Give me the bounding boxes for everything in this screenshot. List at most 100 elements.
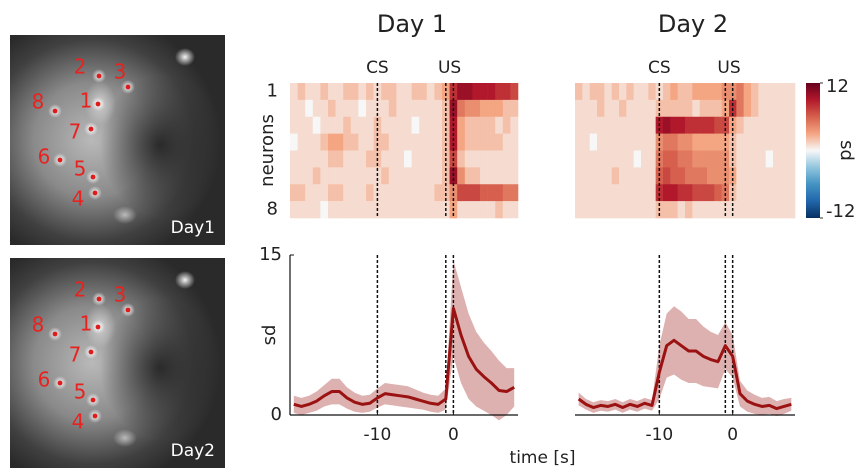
heatmap-cell [320,99,329,118]
heatmap-cell [582,83,590,101]
heatmap-cell [426,116,435,134]
heatmap-cell [641,116,649,134]
heatmap-cell [611,201,620,219]
heatmap-cell [648,201,656,219]
heatmap-cell [366,83,374,101]
heatmap-cell [388,116,397,134]
heatmap-cell [751,133,759,151]
heatmap-cell [619,99,627,118]
heatmap-cell [480,99,488,118]
heatmap-cell [641,99,649,118]
heatmap-cell [773,184,781,202]
heatmap-cell [721,184,730,202]
heatmap-cell [648,83,656,101]
heatmap-cell [426,133,435,151]
heatmap-cell [388,99,397,118]
chart-title: Day 2 [658,10,728,38]
heatmap-cell [787,167,796,185]
heatmap-cell [582,201,590,219]
heatmap-cell [335,150,344,168]
neuron-label: 2 [74,278,87,302]
heatmap-cell [575,83,583,101]
heatmap-cell [677,99,686,118]
heatmap-cell [582,133,590,151]
heatmap-cell [350,150,359,168]
heatmap-cell [404,184,412,202]
heatmap-cell [411,99,420,118]
heatmap-cell [677,116,686,134]
heatmap-cell [312,167,321,185]
heatmap-cell [773,167,781,185]
heatmap-cell [619,83,627,101]
heatmap-cell [510,83,519,101]
heatmap-cell [751,116,759,134]
heatmap-cell [305,201,314,219]
heatmap-cell [633,201,642,219]
heatmap-cell [358,116,367,134]
heatmap-cell [699,167,708,185]
neuron-label: 1 [80,312,93,336]
heatmap-cell [320,150,329,168]
heatmap-cell [714,99,722,118]
heatmap-cell [648,167,656,185]
bright-cell [113,206,137,224]
heatmap-cell [677,167,686,185]
heatmap-cell [765,133,774,151]
heatmap: Day 2 CS US [575,10,796,219]
heatmap-cell [633,150,642,168]
heatmap-cell [464,83,473,101]
heatmap-cell [663,99,671,118]
heatmap-cell [449,184,458,202]
heatmap-cell [611,133,620,151]
heatmap-cell [442,83,450,101]
heatmap-cell [442,184,450,202]
event-label: CS [366,58,389,78]
heatmap-cell [641,150,649,168]
mean-line [577,338,792,411]
heatmap-cell [290,150,298,168]
heatmap-cell [381,83,390,101]
heatmap-cell [633,184,642,202]
x-tick-label: -10 [645,425,673,445]
heatmap-cell [472,116,481,134]
heatmap-cell [589,150,598,168]
heatmap-cell [434,133,443,151]
heatmap-cell [464,201,473,219]
heatmap-cell [677,184,686,202]
heatmap-cell [714,167,722,185]
heatmap-cell [663,201,671,219]
heatmap-cell [320,133,329,151]
heatmap-cell [426,83,435,101]
heatmap-cell [589,184,598,202]
heatmap-cell [305,184,314,202]
heatmap-cell [714,184,722,202]
heatmap-cell [604,99,612,118]
heatmap-cell [575,167,583,185]
line-chart: -10 0 0 15 sd time [s] [259,244,575,468]
heatmap-cell [670,167,678,185]
heatmap-cell [510,116,519,134]
heatmap-cell [699,184,708,202]
heatmap-cell [589,167,598,185]
heatmap-cell [707,150,715,168]
heatmap-cell [582,116,590,134]
heatmap-cell [388,133,397,151]
heatmap-cell [626,116,634,134]
heatmap-cell [648,184,656,202]
heatmap-cell [648,116,656,134]
heatmap-cell [457,99,466,118]
heatmap-cell [487,83,496,101]
heatmap-cell [670,150,678,168]
heatmap-cell [699,150,708,168]
heatmap-cell [343,116,352,134]
heatmap-cell [366,167,374,185]
colorbar-label: sd [836,140,857,161]
heatmap-cell [751,201,759,219]
heatmap-cell [464,99,473,118]
heatmap-cell [692,99,700,118]
event-label: US [438,58,461,78]
bright-cell [175,48,195,66]
heatmap-cell [312,201,321,219]
y-tick-label: 0 [271,404,282,425]
